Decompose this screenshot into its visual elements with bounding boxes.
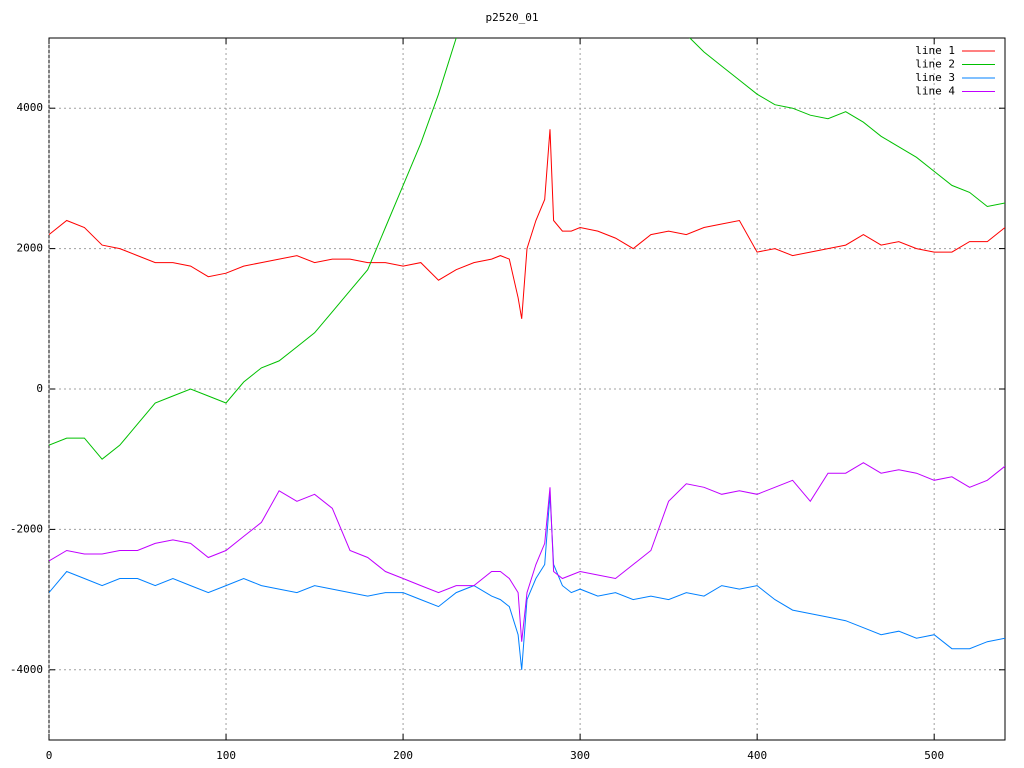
y-tick-label: 0 (36, 382, 43, 395)
plot-area (49, 38, 1005, 670)
x-tick-label: 500 (924, 749, 944, 762)
series-line (49, 462, 1005, 642)
series-line (49, 129, 1005, 319)
legend-label: line 3 (915, 71, 955, 84)
y-tick-label: -4000 (10, 663, 43, 676)
y-tick-label: 2000 (17, 242, 44, 255)
y-tick-label: 4000 (17, 101, 44, 114)
y-tick-label: -2000 (10, 522, 43, 535)
legend-label: line 2 (915, 58, 955, 71)
plot-frame (48, 37, 1006, 741)
x-tick-label: 0 (46, 749, 53, 762)
x-tick-label: 200 (393, 749, 413, 762)
legend-label: line 4 (915, 85, 955, 98)
x-tick-label: 300 (570, 749, 590, 762)
legend-label: line 1 (915, 44, 955, 57)
chart-title: p2520_01 (486, 11, 539, 24)
series-line (49, 38, 1005, 460)
x-tick-label: 400 (747, 749, 767, 762)
series-line (49, 494, 1005, 670)
x-tick-label: 100 (216, 749, 236, 762)
